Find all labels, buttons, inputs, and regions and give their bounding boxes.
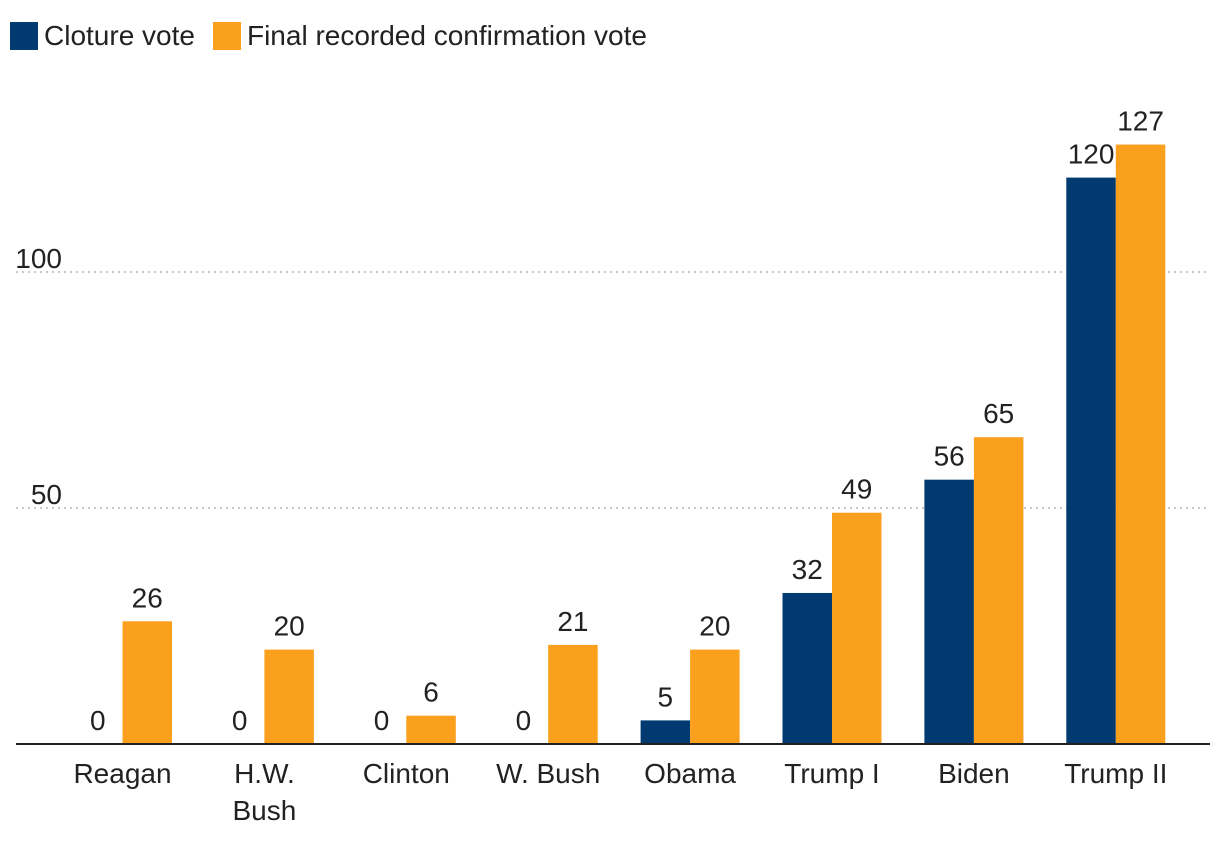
bar-final-vote-obama	[690, 649, 740, 744]
data-label-cloture-h-w-bush: 0	[232, 705, 248, 736]
bars	[122, 144, 1166, 745]
data-label-final-vote-trump-i: 49	[841, 474, 872, 505]
y-tick-label-100: 100	[15, 243, 62, 274]
x-tick-label-clinton: Clinton	[363, 758, 450, 789]
legend-swatch-cloture	[10, 22, 38, 50]
data-label-cloture-obama: 5	[658, 681, 674, 712]
legend-item-cloture: Cloture vote	[10, 20, 195, 52]
gridlines	[16, 271, 1210, 509]
legend-label-final-vote: Final recorded confirmation vote	[246, 20, 647, 51]
data-label-final-vote-h-w-bush: 20	[274, 611, 305, 642]
data-label-final-vote-biden: 65	[983, 398, 1014, 429]
data-label-cloture-w-bush: 0	[516, 705, 532, 736]
x-axis-tick-labels: Reagan H.W. Bush Clinton W. Bush Obama Trump I…	[73, 758, 1167, 826]
bar-cloture-obama	[640, 720, 691, 744]
bar-final-vote-h-w-bush	[264, 649, 314, 744]
y-tick-label-50: 50	[31, 479, 62, 510]
bar-final-vote-clinton	[406, 715, 456, 744]
data-label-final-vote-obama: 20	[699, 611, 730, 642]
legend-item-final-vote: Final recorded confirmation vote	[212, 20, 647, 52]
x-tick-label-obama: Obama	[644, 758, 736, 789]
data-label-cloture-trump-i: 32	[792, 554, 823, 585]
x-tick-label-h-w-bush: H.W. Bush	[232, 758, 296, 826]
bar-cloture-trump-i	[782, 592, 832, 744]
data-label-cloture-trump-ii: 120	[1068, 139, 1115, 170]
y-axis-tick-labels: 50 100	[15, 243, 62, 510]
legend-swatch-final-vote	[212, 22, 241, 50]
bar-final-vote-trump-i	[832, 512, 882, 744]
bar-cloture-trump-ii	[1066, 177, 1116, 745]
bar-cloture-biden	[924, 479, 974, 744]
bar-final-vote-biden	[973, 437, 1024, 744]
data-label-final-vote-trump-ii: 127	[1117, 106, 1164, 137]
data-label-final-vote-clinton: 6	[423, 677, 439, 708]
x-tick-label-trump-i: Trump I	[784, 758, 879, 789]
data-label-cloture-biden: 56	[934, 441, 965, 472]
x-tick-label-reagan: Reagan	[73, 758, 171, 789]
data-label-final-vote-w-bush: 21	[557, 606, 588, 637]
data-label-cloture-clinton: 0	[374, 705, 390, 736]
x-tick-label-trump-ii: Trump II	[1064, 758, 1167, 789]
x-tick-label-biden: Biden	[938, 758, 1010, 789]
bar-final-vote-trump-ii	[1115, 144, 1166, 744]
data-label-final-vote-reagan: 26	[132, 582, 163, 613]
bar-final-vote-reagan	[122, 621, 172, 744]
legend: Cloture vote Final recorded confirmation…	[10, 18, 665, 54]
x-tick-label-w-bush: W. Bush	[496, 758, 600, 789]
data-label-cloture-reagan: 0	[90, 705, 106, 736]
bar-final-vote-w-bush	[548, 644, 598, 744]
legend-label-cloture: Cloture vote	[44, 20, 195, 51]
